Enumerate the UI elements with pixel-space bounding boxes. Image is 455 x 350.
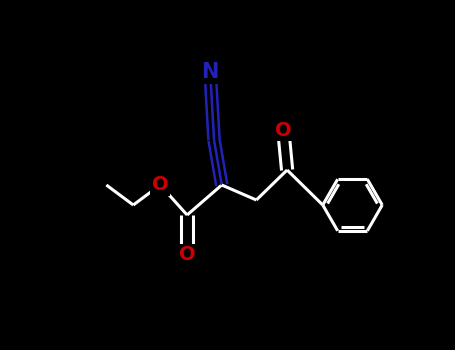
Text: O: O xyxy=(179,245,196,265)
Text: N: N xyxy=(202,62,219,82)
Text: O: O xyxy=(275,120,292,140)
Text: O: O xyxy=(152,175,168,195)
